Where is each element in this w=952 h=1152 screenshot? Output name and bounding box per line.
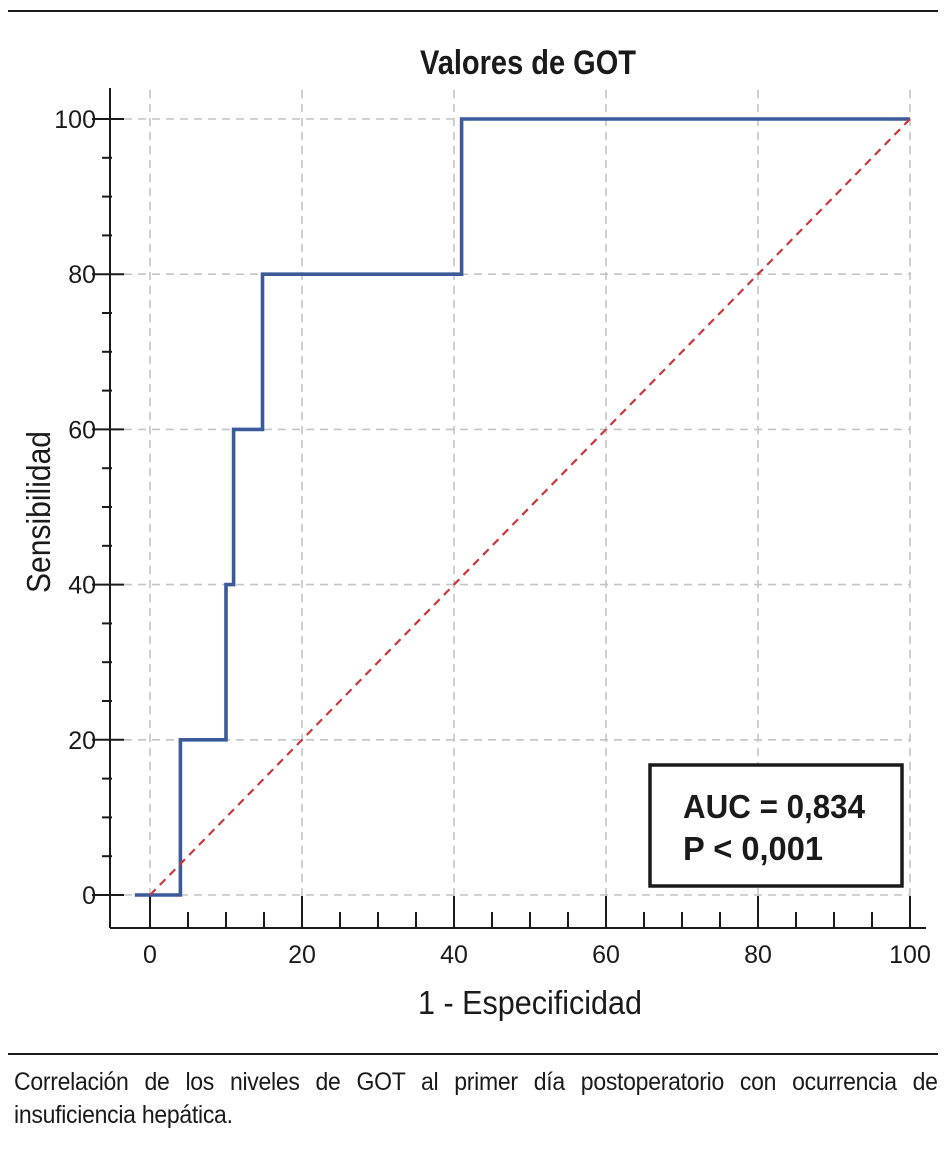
roc-chart: 0 20 40 60 80 100 0 20 40 60 80 100 Valores de GOT 1 … (20, 44, 931, 1021)
roc-curve-line (134, 117, 910, 897)
chart-title: Valores de GOT (420, 44, 636, 82)
top-rule (8, 10, 938, 12)
stats-box (648, 763, 904, 888)
series-layer (134, 117, 911, 897)
label-layer: 0 20 40 60 80 100 0 20 40 60 80 100 Valores de GOT 1 … (20, 44, 931, 1021)
x-axis-label: 1 - Especificidad (418, 984, 642, 1021)
y-tick-label: 0 (82, 882, 96, 910)
bottom-rule (8, 1053, 938, 1055)
x-tick-label: 20 (288, 941, 316, 969)
x-tick-label: 40 (440, 941, 468, 969)
y-tick-label: 20 (68, 727, 96, 755)
y-axis-label: Sensibilidad (20, 431, 57, 593)
p-value-text: P < 0,001 (683, 830, 823, 867)
annotation-layer: AUC = 0,834 P < 0,001 (648, 763, 904, 888)
y-tick-label: 80 (68, 261, 96, 289)
y-tick-label: 60 (68, 416, 96, 444)
x-tick-label: 60 (592, 941, 620, 969)
y-tick-label: 100 (54, 106, 96, 134)
x-tick-label: 80 (744, 941, 772, 969)
figure-caption: Correlación de los niveles de GOT al pri… (14, 1068, 938, 1129)
y-tick-label: 40 (68, 572, 96, 600)
axis-layer (92, 88, 926, 929)
auc-value-text: AUC = 0,834 (683, 788, 866, 825)
x-tick-label: 100 (889, 941, 931, 969)
x-tick-label: 0 (143, 941, 157, 969)
